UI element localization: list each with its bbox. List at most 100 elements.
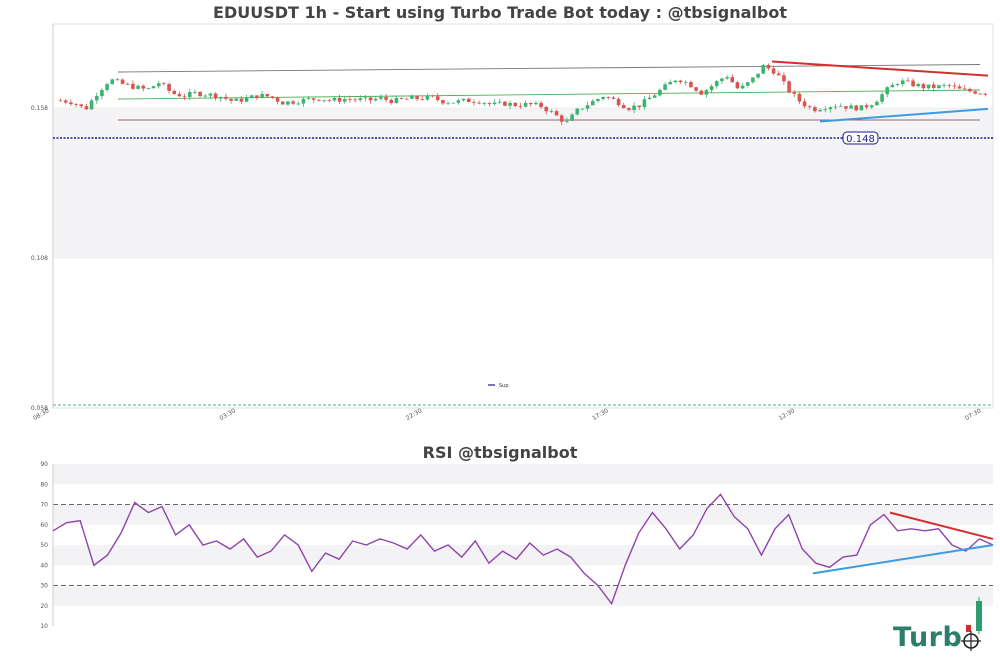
candle-body	[63, 100, 68, 103]
candle-body	[58, 100, 63, 102]
rsi-y-tick-label: 40	[40, 562, 48, 569]
candle-body	[110, 79, 115, 85]
candle-body	[813, 107, 817, 112]
candle-body	[451, 102, 456, 104]
candle-body	[348, 99, 352, 100]
candle-body	[368, 97, 373, 101]
candle-body	[683, 82, 688, 83]
candle-body	[239, 98, 244, 102]
candle-body	[797, 93, 802, 102]
candle-body	[193, 91, 197, 93]
candle-body	[234, 98, 239, 101]
candle-body	[301, 98, 306, 104]
rsi-y-tick-label: 60	[40, 522, 48, 529]
main-x-tick-label: 17:30	[591, 407, 610, 422]
support-level-label: 0.148	[846, 134, 875, 145]
candle-body	[730, 77, 735, 83]
rsi-series-line	[52, 493, 994, 606]
main-plot-band-mid	[53, 108, 993, 258]
candle-body	[430, 95, 435, 97]
candle-body	[167, 84, 171, 91]
candle-body	[296, 103, 301, 105]
candle-body	[482, 103, 487, 104]
main-x-tick-label: 03:30	[218, 407, 237, 422]
candle-body	[880, 94, 884, 102]
candle-body	[885, 87, 890, 95]
candle-body	[942, 84, 946, 86]
candle-body	[627, 108, 631, 110]
candle-body	[275, 97, 280, 102]
turbo-logo-text: Turb	[893, 622, 963, 653]
candle-body	[952, 85, 957, 87]
candle-body	[280, 101, 285, 105]
candle-body	[854, 105, 859, 111]
candle-body	[435, 96, 440, 101]
candle-body	[534, 102, 538, 105]
candle-body	[714, 81, 719, 87]
candle-body	[937, 85, 941, 89]
candle-body	[477, 102, 481, 104]
candle-body	[611, 97, 616, 99]
rsi-y-tick-label: 10	[40, 623, 48, 630]
candle-body	[213, 93, 218, 99]
candle-body	[616, 98, 621, 106]
candle-body	[957, 86, 962, 89]
candle-body	[172, 90, 177, 94]
candle-body	[875, 101, 879, 106]
candle-body	[105, 84, 109, 90]
candle-body	[125, 83, 130, 85]
candle-body	[973, 91, 977, 94]
candle-body	[704, 90, 709, 95]
candle-body	[89, 100, 94, 110]
candle-body	[74, 104, 78, 105]
candle-body	[838, 106, 843, 108]
candle-body	[136, 85, 140, 89]
candle-body	[255, 95, 259, 98]
candle-body	[559, 115, 564, 122]
candle-body	[585, 105, 590, 109]
candle-body	[513, 102, 518, 107]
candle-body	[187, 92, 192, 98]
candle-body	[508, 102, 512, 106]
candle-body	[761, 65, 766, 74]
candle-body	[260, 94, 264, 98]
candle-body	[410, 96, 414, 99]
candle-body	[120, 79, 125, 84]
candle-body	[968, 88, 972, 92]
candle-body	[162, 83, 166, 85]
candle-body	[833, 106, 838, 108]
candle-body	[218, 96, 223, 99]
candle-body	[895, 84, 900, 85]
candle-body	[379, 97, 383, 99]
candle-body	[497, 101, 502, 103]
candle-body	[549, 111, 554, 112]
rsi-y-tick-label: 80	[40, 481, 48, 488]
candle-body	[694, 87, 698, 91]
candle-body	[487, 103, 492, 105]
candle-body	[740, 85, 745, 89]
candle-body	[931, 84, 936, 89]
candle-body	[766, 65, 771, 69]
candle-body	[363, 97, 368, 99]
candle-body	[131, 83, 135, 89]
candle-body	[926, 84, 931, 89]
candle-body	[503, 101, 507, 106]
candle-body	[792, 92, 797, 94]
candle-body	[632, 105, 636, 110]
candle-body	[859, 105, 864, 111]
candle-body	[818, 109, 822, 112]
candle-body	[544, 107, 549, 112]
candle-body	[404, 98, 409, 100]
candle-body	[554, 111, 559, 116]
main-x-tick-label: 12:30	[778, 407, 797, 422]
candle-body	[69, 102, 73, 105]
trendline-support	[819, 107, 989, 123]
candle-body	[844, 106, 848, 109]
candle-body	[337, 97, 342, 102]
rsi-band	[53, 585, 993, 606]
candle-body	[415, 96, 419, 100]
trendline-rsi-resistance	[889, 511, 994, 540]
candle-body	[709, 86, 714, 91]
candle-body	[921, 84, 926, 89]
